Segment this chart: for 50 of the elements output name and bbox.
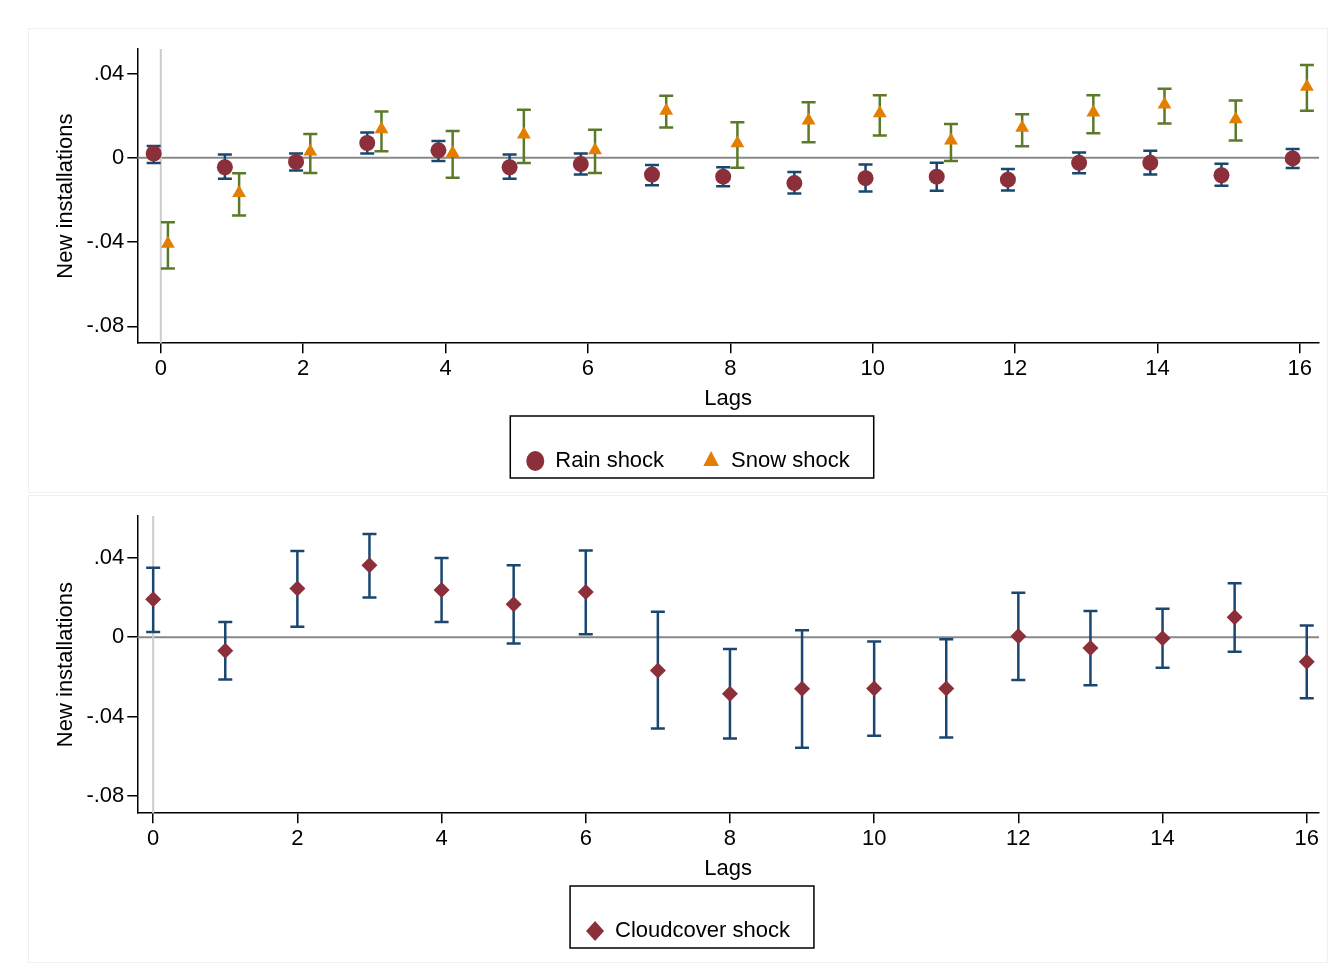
x-tick-label: 10 xyxy=(861,825,887,851)
point xyxy=(1082,639,1099,656)
x-tick-label: 12 xyxy=(1002,355,1028,381)
x-tick-label: 14 xyxy=(1150,825,1175,851)
x-tick-label: 2 xyxy=(297,355,310,381)
x-tick-label: 8 xyxy=(724,355,737,381)
legend-label: Cloudcover shock xyxy=(615,917,791,943)
legend-label: Snow shock xyxy=(731,447,851,473)
x-tick-label: 8 xyxy=(723,825,737,851)
point xyxy=(794,680,811,697)
x-tick-label: 16 xyxy=(1287,355,1313,381)
point xyxy=(938,680,955,697)
point xyxy=(145,591,162,608)
legend-label: Rain shock xyxy=(555,447,666,473)
point xyxy=(721,685,738,702)
x-tick-label: 12 xyxy=(1006,825,1031,851)
point xyxy=(1154,630,1171,647)
y-tick-label: -.08 xyxy=(86,782,125,808)
point xyxy=(1010,628,1027,645)
x-tick-label: 16 xyxy=(1294,825,1319,851)
x-tick-label: 10 xyxy=(860,355,885,381)
y-axis-title: New installations xyxy=(52,582,78,748)
point xyxy=(1226,609,1243,626)
y-tick-label: -.04 xyxy=(86,228,125,254)
x-tick-label: 0 xyxy=(147,825,160,851)
point xyxy=(289,580,306,597)
x-axis-title: Lags xyxy=(704,384,753,410)
y-axis-title: New installations xyxy=(52,113,78,279)
x-axis-title: Lags xyxy=(704,854,753,880)
x-tick-label: 0 xyxy=(154,355,167,381)
y-tick-label: 0 xyxy=(112,143,125,169)
x-tick-label: 14 xyxy=(1145,355,1170,381)
x-tick-label: 6 xyxy=(579,825,592,851)
point xyxy=(433,581,450,598)
point xyxy=(361,557,378,574)
point xyxy=(866,680,883,697)
point xyxy=(577,584,594,601)
point xyxy=(505,596,522,613)
y-tick-label: 0 xyxy=(112,623,125,649)
x-tick-label: 2 xyxy=(291,825,304,851)
x-tick-label: 6 xyxy=(581,355,595,381)
y-tick-label: -.04 xyxy=(86,702,125,728)
y-tick-label: -.08 xyxy=(86,312,125,338)
point xyxy=(217,642,234,659)
y-tick-label: .04 xyxy=(93,59,125,85)
point xyxy=(1298,653,1315,670)
x-tick-label: 4 xyxy=(435,825,448,851)
point xyxy=(649,662,666,679)
y-tick-label: .04 xyxy=(93,543,125,569)
x-tick-label: 4 xyxy=(439,355,452,381)
